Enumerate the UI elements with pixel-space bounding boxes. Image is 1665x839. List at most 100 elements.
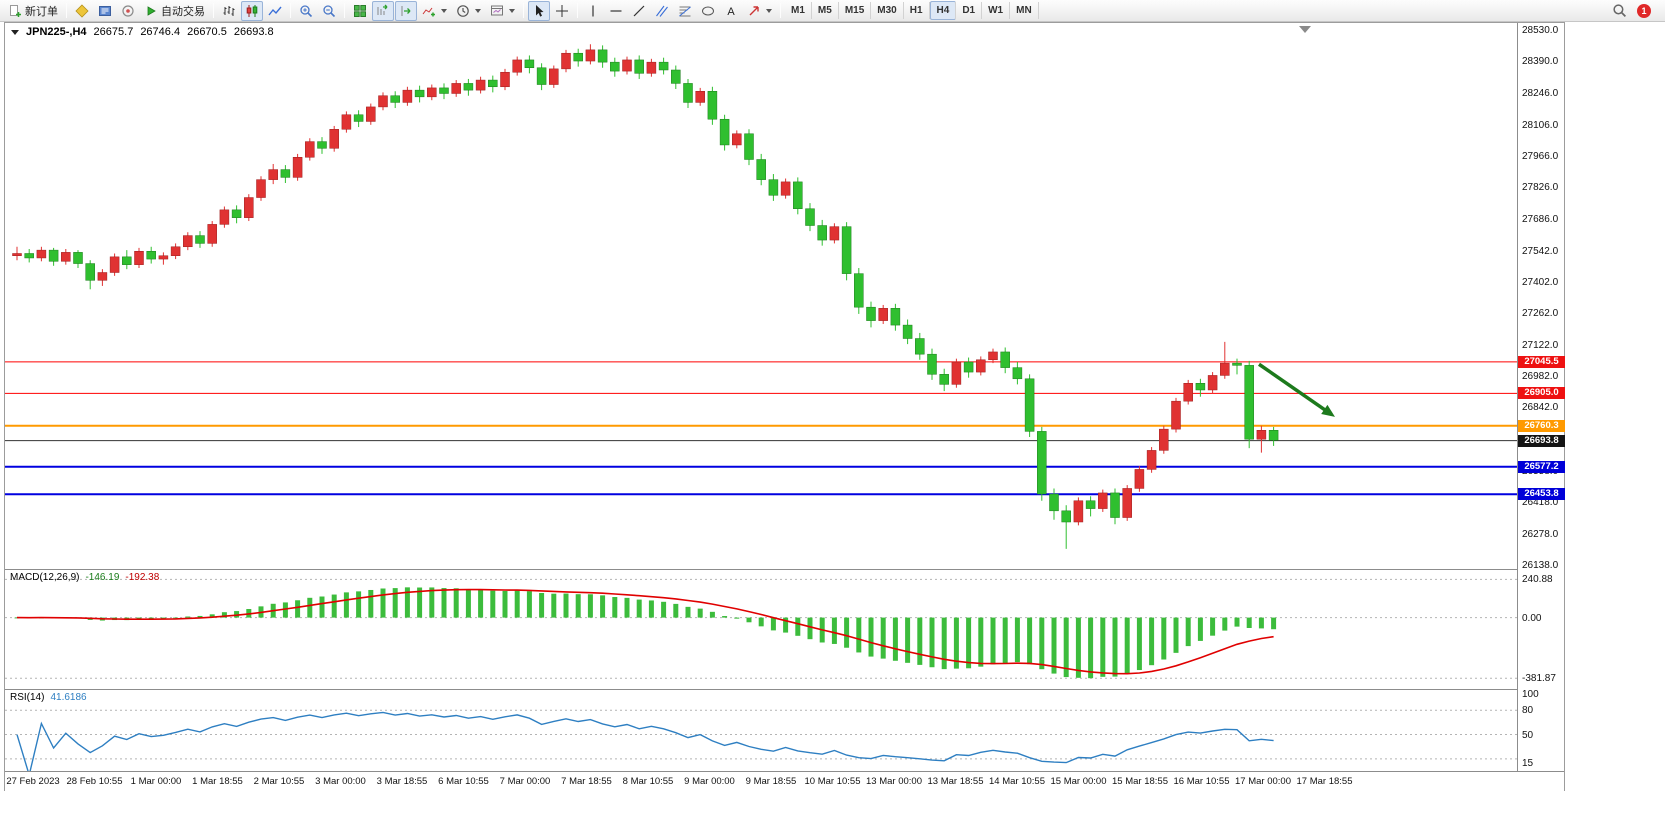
search-icon[interactable] — [1612, 3, 1627, 18]
rsi-line — [16, 711, 1274, 771]
auto-scroll-button[interactable] — [372, 0, 394, 21]
main-price-pane[interactable]: JPN225-,H4 26675.7 26746.4 26670.5 26693… — [5, 23, 1517, 569]
metaeditor-button[interactable] — [71, 1, 93, 21]
price-axis-label: 27826.0 — [1522, 182, 1559, 194]
line-chart-button[interactable] — [264, 1, 286, 21]
macd-histogram-bar — [648, 600, 654, 618]
macd-histogram-bar — [1075, 617, 1081, 678]
candle-up — [1073, 497, 1084, 526]
fibonacci-button[interactable] — [674, 1, 696, 21]
macd-histogram-bar — [636, 599, 642, 618]
candle-up — [36, 246, 47, 262]
candlestick-chart-button[interactable] — [241, 0, 263, 21]
candle-up — [378, 92, 388, 111]
vertical-line-button[interactable] — [582, 1, 604, 21]
pane-divider[interactable] — [5, 569, 1564, 570]
periods-button[interactable] — [452, 1, 485, 21]
tile-windows-button[interactable] — [349, 1, 371, 21]
autotrading-button[interactable]: 自动交易 — [140, 1, 209, 21]
templates-button[interactable] — [486, 1, 519, 21]
rsi-chart-canvas[interactable] — [5, 690, 1517, 771]
resistance-line-1-badge: 27045.5 — [1518, 355, 1565, 368]
timeframe-d1[interactable]: D1 — [956, 2, 983, 19]
macd-histogram-bar — [1027, 617, 1033, 665]
shapes-button[interactable] — [697, 1, 719, 21]
price-axis[interactable]: 28530.0 28390.0 28246.0 28106.0 27966.0 27826… — [1517, 23, 1565, 771]
trendline-button[interactable] — [628, 1, 650, 21]
time-axis-label: 9 Mar 00:00 — [684, 776, 735, 787]
price-axis-label: 26842.0 — [1522, 402, 1559, 414]
auto-scroll-icon — [377, 4, 388, 15]
macd-histogram-bar — [1173, 617, 1179, 653]
chart-window: JPN225-,H4 26675.7 26746.4 26670.5 26693… — [4, 22, 1565, 791]
time-axis-label: 7 Mar 00:00 — [499, 776, 551, 787]
candle-down — [1012, 362, 1023, 385]
time-axis[interactable]: 27 Feb 2023 28 Feb 10:55 1 Mar 00:00 1 Mar … — [5, 771, 1564, 791]
macd-histogram-bar — [990, 617, 996, 665]
terminal-button[interactable] — [94, 1, 116, 21]
rsi-value: 41.6186 — [50, 692, 87, 703]
timeframe-w1[interactable]: W1 — [982, 2, 1011, 19]
bar-chart-button[interactable] — [218, 1, 240, 21]
price-axis-label: 27262.0 — [1522, 308, 1559, 320]
text-button[interactable]: A — [720, 1, 742, 21]
timeframe-m5[interactable]: M5 — [812, 2, 839, 19]
alerts-button[interactable] — [117, 1, 139, 21]
macd-histogram-bar — [722, 616, 728, 618]
timeframe-m1[interactable]: M1 — [785, 2, 812, 19]
candle-down — [939, 368, 949, 392]
macd-histogram-bar — [1063, 617, 1069, 678]
new-order-button[interactable]: 新订单 — [4, 1, 62, 21]
one-click-trading-arrow-icon[interactable] — [11, 29, 19, 35]
macd-histogram-bar — [783, 617, 789, 633]
timeframe-mn[interactable]: MN — [1010, 2, 1039, 19]
candle-up — [183, 232, 193, 251]
candle-down — [524, 55, 535, 74]
channel-button[interactable] — [651, 1, 673, 21]
svg-text:A: A — [727, 6, 735, 18]
candle-up — [695, 87, 705, 106]
zoom-out-button[interactable] — [318, 1, 340, 21]
macd-histogram-bar — [856, 617, 862, 653]
timeframe-h1[interactable]: H1 — [904, 2, 930, 19]
tile-windows-icon — [354, 4, 366, 17]
clock-icon — [457, 4, 469, 17]
pane-divider[interactable] — [5, 689, 1564, 690]
candle-down — [1268, 426, 1279, 446]
candle-down — [1195, 378, 1206, 397]
alert-sound-icon — [122, 4, 134, 17]
candle-up — [585, 44, 596, 65]
rsi-pane[interactable]: RSI(14) 41.6186 — [5, 690, 1517, 771]
high-value: 26746.4 — [140, 26, 181, 38]
macd-histogram-bar — [758, 617, 764, 627]
candle-up — [158, 252, 169, 265]
macd-chart-canvas[interactable] — [5, 570, 1517, 689]
indicators-button[interactable] — [418, 1, 451, 21]
candle-up — [646, 58, 657, 77]
arrows-button[interactable] — [743, 1, 776, 21]
macd-histogram-bar — [221, 612, 227, 618]
crosshair-button[interactable] — [551, 1, 573, 21]
macd-pane[interactable]: MACD(12,26,9) -146.19 -192.38 — [5, 570, 1517, 689]
timeframe-m30[interactable]: M30 — [871, 2, 904, 19]
time-axis-label: 2 Mar 10:55 — [253, 776, 305, 787]
horizontal-line-button[interactable] — [605, 1, 627, 21]
time-axis-label: 14 Mar 10:55 — [989, 776, 1045, 787]
cursor-button[interactable] — [528, 0, 550, 21]
candle-down — [1085, 496, 1096, 517]
close-value: 26693.8 — [233, 26, 274, 38]
notification-badge[interactable]: 1 — [1637, 3, 1651, 18]
candle-up — [512, 56, 522, 76]
candle-down — [536, 63, 547, 91]
candle-down — [195, 231, 205, 248]
timeframe-m15[interactable]: M15 — [839, 2, 872, 19]
macd-histogram-bar — [197, 615, 203, 618]
main-chart-canvas[interactable] — [5, 23, 1517, 569]
timeframe-h4[interactable]: H4 — [929, 1, 957, 20]
rsi-axis-label: 80 — [1522, 705, 1534, 717]
zoom-in-button[interactable] — [295, 1, 317, 21]
macd-main-value: -146.19 — [85, 572, 120, 583]
macd-histogram-bar — [807, 617, 813, 640]
candle-down — [817, 219, 827, 246]
chart-shift-button[interactable] — [395, 0, 417, 21]
